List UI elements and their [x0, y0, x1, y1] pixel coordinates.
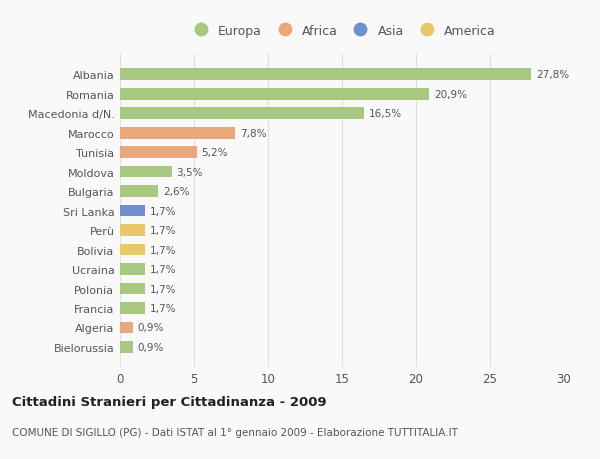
Bar: [120, 322, 133, 334]
Text: 1,7%: 1,7%: [149, 206, 176, 216]
Text: 16,5%: 16,5%: [368, 109, 402, 119]
Bar: [120, 205, 145, 217]
Bar: [120, 128, 235, 139]
Text: Cittadini Stranieri per Cittadinanza - 2009: Cittadini Stranieri per Cittadinanza - 2…: [12, 395, 326, 408]
Text: 1,7%: 1,7%: [149, 284, 176, 294]
Bar: [120, 302, 145, 314]
Text: 2,6%: 2,6%: [163, 187, 190, 197]
Text: 0,9%: 0,9%: [138, 323, 164, 333]
Text: COMUNE DI SIGILLO (PG) - Dati ISTAT al 1° gennaio 2009 - Elaborazione TUTTITALIA: COMUNE DI SIGILLO (PG) - Dati ISTAT al 1…: [12, 427, 458, 437]
Text: 1,7%: 1,7%: [149, 264, 176, 274]
Text: 5,2%: 5,2%: [202, 148, 228, 158]
Bar: [120, 69, 532, 81]
Text: 0,9%: 0,9%: [138, 342, 164, 352]
Bar: [120, 167, 172, 178]
Bar: [120, 147, 197, 159]
Bar: [120, 186, 158, 197]
Bar: [120, 283, 145, 295]
Bar: [120, 244, 145, 256]
Text: 1,7%: 1,7%: [149, 225, 176, 235]
Bar: [120, 108, 364, 120]
Text: 27,8%: 27,8%: [536, 70, 569, 80]
Legend: Europa, Africa, Asia, America: Europa, Africa, Asia, America: [184, 21, 500, 41]
Text: 1,7%: 1,7%: [149, 245, 176, 255]
Bar: [120, 89, 430, 101]
Text: 1,7%: 1,7%: [149, 303, 176, 313]
Text: 3,5%: 3,5%: [176, 167, 203, 177]
Text: 20,9%: 20,9%: [434, 90, 467, 100]
Text: 7,8%: 7,8%: [240, 129, 266, 139]
Bar: [120, 341, 133, 353]
Bar: [120, 225, 145, 236]
Bar: [120, 263, 145, 275]
